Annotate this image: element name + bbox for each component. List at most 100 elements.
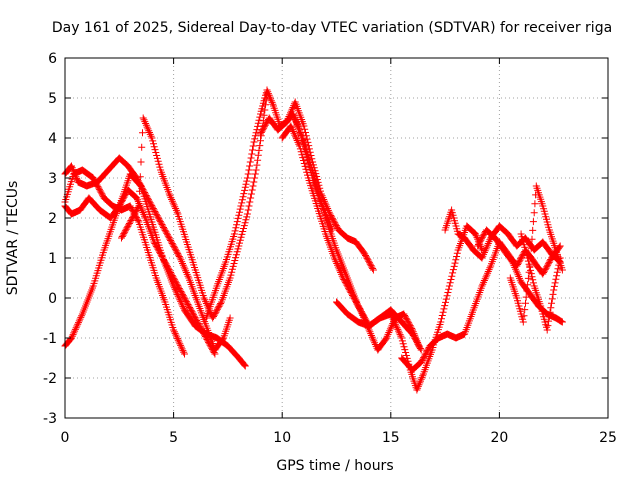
data-point bbox=[517, 255, 525, 263]
data-point bbox=[175, 253, 183, 260]
data-point bbox=[230, 230, 238, 238]
data-point bbox=[70, 167, 78, 175]
data-point bbox=[188, 308, 196, 316]
data-point bbox=[292, 133, 300, 141]
data-point bbox=[190, 311, 197, 319]
data-point bbox=[424, 345, 432, 353]
data-point bbox=[177, 288, 185, 295]
data-point bbox=[149, 203, 156, 211]
data-point bbox=[166, 267, 174, 275]
data-point bbox=[156, 163, 164, 171]
data-point bbox=[267, 97, 275, 105]
data-point bbox=[558, 266, 566, 274]
data-point bbox=[445, 285, 453, 293]
data-point bbox=[160, 225, 168, 233]
data-point bbox=[177, 343, 185, 351]
data-point bbox=[217, 300, 225, 307]
data-point bbox=[257, 137, 264, 145]
data-point bbox=[243, 210, 251, 218]
data-point bbox=[548, 299, 555, 307]
data-point bbox=[371, 339, 379, 347]
data-point bbox=[546, 257, 554, 265]
data-point bbox=[182, 298, 190, 306]
data-point bbox=[531, 200, 539, 208]
data-point bbox=[116, 201, 124, 208]
data-point bbox=[548, 295, 556, 303]
data-point bbox=[133, 206, 140, 214]
data-point bbox=[296, 145, 304, 153]
data-point bbox=[249, 146, 256, 154]
data-point bbox=[231, 257, 239, 264]
data-point bbox=[300, 157, 307, 164]
data-point bbox=[235, 242, 243, 250]
data-point bbox=[527, 266, 534, 274]
data-point bbox=[357, 308, 365, 316]
data-point bbox=[75, 317, 83, 325]
data-point bbox=[73, 322, 81, 330]
data-point bbox=[76, 315, 84, 323]
data-point bbox=[314, 185, 322, 193]
data-point bbox=[550, 282, 558, 290]
data-point bbox=[528, 235, 536, 243]
data-point bbox=[155, 160, 163, 168]
data-point bbox=[318, 200, 326, 208]
x-tick-label: 15 bbox=[382, 430, 400, 446]
data-point bbox=[143, 193, 151, 201]
x-tick-label: 5 bbox=[169, 430, 178, 446]
data-point bbox=[154, 245, 162, 253]
data-point bbox=[171, 277, 179, 285]
data-point bbox=[251, 135, 259, 143]
data-point bbox=[524, 257, 532, 265]
data-point bbox=[231, 227, 239, 235]
data-point bbox=[77, 313, 85, 321]
data-point bbox=[526, 263, 534, 271]
data-point bbox=[529, 276, 537, 284]
x-tick-label: 10 bbox=[273, 430, 291, 446]
data-point bbox=[360, 313, 368, 321]
data-point bbox=[478, 254, 486, 262]
data-point bbox=[420, 354, 428, 362]
data-point bbox=[246, 198, 254, 206]
data-point bbox=[230, 260, 238, 267]
y-tick-label: -1 bbox=[43, 331, 57, 347]
data-point bbox=[363, 254, 371, 262]
axis-ticks: 0 5 10 15 20 25 -3 -2 -1 0 1 2 3 4 5 6 bbox=[43, 51, 617, 446]
data-point bbox=[283, 116, 291, 124]
data-point bbox=[162, 228, 170, 236]
data-point bbox=[413, 339, 421, 347]
data-point bbox=[414, 382, 422, 390]
x-axis-label: GPS time / hours bbox=[276, 458, 393, 474]
chart-title: Day 161 of 2025, Sidereal Day-to-day VTE… bbox=[52, 20, 612, 36]
data-point bbox=[122, 190, 130, 198]
data-point bbox=[147, 200, 155, 208]
data-point bbox=[115, 202, 123, 210]
data-point bbox=[120, 230, 128, 238]
data-point bbox=[160, 257, 168, 265]
data-point bbox=[156, 248, 164, 256]
data-point bbox=[256, 142, 264, 150]
data-point bbox=[175, 285, 183, 292]
data-point bbox=[137, 158, 145, 166]
data-point bbox=[141, 189, 149, 196]
data-point bbox=[509, 260, 517, 268]
data-point bbox=[153, 212, 161, 220]
data-point bbox=[205, 338, 212, 346]
data-point bbox=[156, 216, 164, 224]
data-point bbox=[160, 256, 167, 263]
data-point bbox=[197, 325, 205, 333]
data-point bbox=[268, 98, 276, 106]
data-point bbox=[134, 204, 142, 211]
data-point bbox=[524, 274, 532, 282]
data-point bbox=[154, 213, 162, 221]
data-point bbox=[159, 222, 167, 230]
data-point bbox=[398, 337, 406, 345]
data-point bbox=[550, 286, 558, 294]
data-point bbox=[156, 250, 164, 258]
data-point bbox=[329, 216, 337, 224]
data-point bbox=[451, 259, 459, 267]
data-point bbox=[180, 293, 188, 301]
data-point bbox=[166, 192, 174, 200]
data-point bbox=[477, 236, 485, 244]
data-point bbox=[386, 325, 394, 333]
